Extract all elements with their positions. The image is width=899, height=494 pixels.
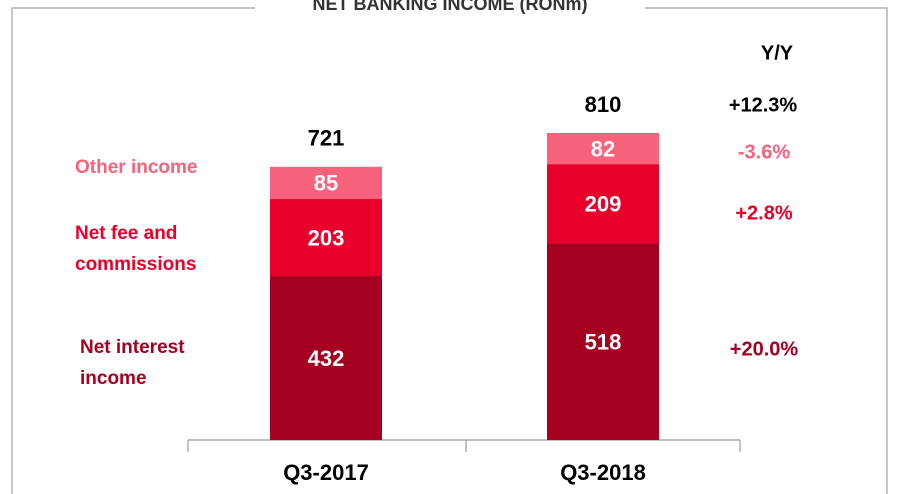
- segment-label: 432: [308, 346, 345, 371]
- legend-label: Net interest income: [80, 337, 185, 389]
- x-tick-label: Q3-2018: [560, 460, 646, 485]
- total-label: 810: [585, 92, 622, 117]
- bar-segment: [547, 164, 659, 244]
- yoy-header: Y/Y: [761, 42, 794, 64]
- segment-label: 209: [585, 192, 622, 217]
- bar-segment: [270, 199, 382, 277]
- segment-label: 518: [585, 330, 622, 355]
- chart-title: NET BANKING INCOME (RONm): [313, 0, 588, 14]
- segment-label: 85: [314, 171, 338, 196]
- legend-label: Net fee and commissions: [75, 223, 197, 275]
- segment-label: 82: [591, 136, 615, 161]
- yoy-label: -3.6%: [738, 141, 790, 163]
- bar-segment: [270, 276, 382, 440]
- x-axis: [187, 439, 741, 452]
- frame: [11, 7, 888, 494]
- bar-segment: [270, 166, 382, 200]
- total-label: 721: [308, 126, 345, 151]
- segment-label: 203: [308, 225, 345, 250]
- total-yoy: +12.3%: [729, 94, 798, 116]
- yoy-label: +20.0%: [730, 338, 799, 360]
- yoy-label: +2.8%: [735, 202, 792, 224]
- bar-segment: [547, 133, 659, 165]
- x-tick-label: Q3-2017: [283, 460, 369, 485]
- legend-label: Other income: [75, 157, 198, 178]
- bar-segment: [547, 243, 659, 440]
